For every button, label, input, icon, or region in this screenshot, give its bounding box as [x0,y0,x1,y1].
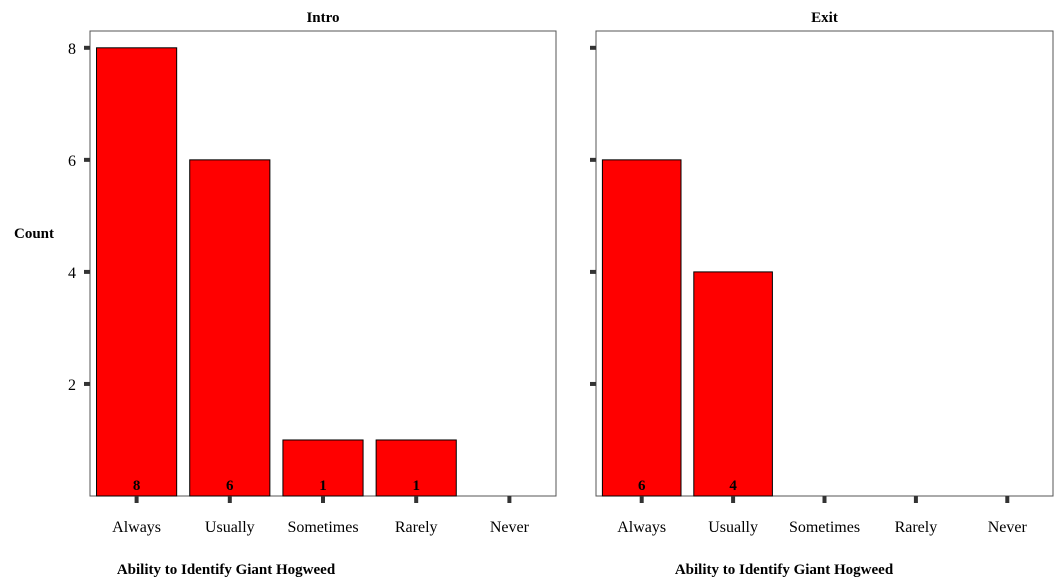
panel-intro-title: Intro [306,10,339,26]
bar-intro-always [96,47,178,497]
panel-intro: Intro Ability to Identify Giant Hogweed … [68,10,557,578]
data-label-intro-usually: 6 [226,478,234,494]
x-tick-label-never: Never [988,519,1028,536]
panel-exit-x-axis: Always Usually Sometimes Rarely Never [617,496,1028,536]
bar-intro-usually [189,159,271,497]
data-label-intro-always: 8 [133,478,141,494]
panel-intro-x-axis-title: Ability to Identify Giant Hogweed [117,562,336,578]
data-label-intro-sometimes: 1 [319,478,327,494]
x-tick-label-rarely: Rarely [395,519,438,536]
panel-intro-y-axis: 2 4 6 8 [68,41,90,394]
data-label-exit-usually: 4 [729,478,737,494]
y-tick-label: 8 [68,41,76,58]
x-tick-label-usually: Usually [205,519,255,536]
y-tick-label: 4 [68,265,76,282]
bar-exit-always [601,159,682,497]
bar-intro-sometimes [282,439,364,497]
y-tick-label: 6 [68,153,76,170]
y-tick-label: 2 [68,377,76,394]
data-label-intro-rarely: 1 [412,478,420,494]
x-tick-label-sometimes: Sometimes [287,519,358,536]
x-tick-label-never: Never [490,519,530,536]
panel-exit-x-axis-title: Ability to Identify Giant Hogweed [675,562,894,578]
y-axis-title: Count [14,226,54,242]
x-tick-label-sometimes: Sometimes [789,519,860,536]
x-tick-label-always: Always [112,519,161,536]
bar-exit-usually [693,271,773,497]
panel-intro-x-axis: Always Usually Sometimes Rarely Never [112,496,530,536]
panel-exit-title: Exit [811,10,838,26]
panel-intro-bars: 8 6 1 1 [96,47,457,497]
panel-exit: Exit Ability to Identify Giant Hogweed 6… [590,10,1054,578]
x-tick-label-always: Always [617,519,666,536]
x-tick-label-rarely: Rarely [895,519,938,536]
panel-exit-y-axis [590,45,596,386]
data-label-exit-always: 6 [638,478,646,494]
x-tick-label-usually: Usually [708,519,758,536]
